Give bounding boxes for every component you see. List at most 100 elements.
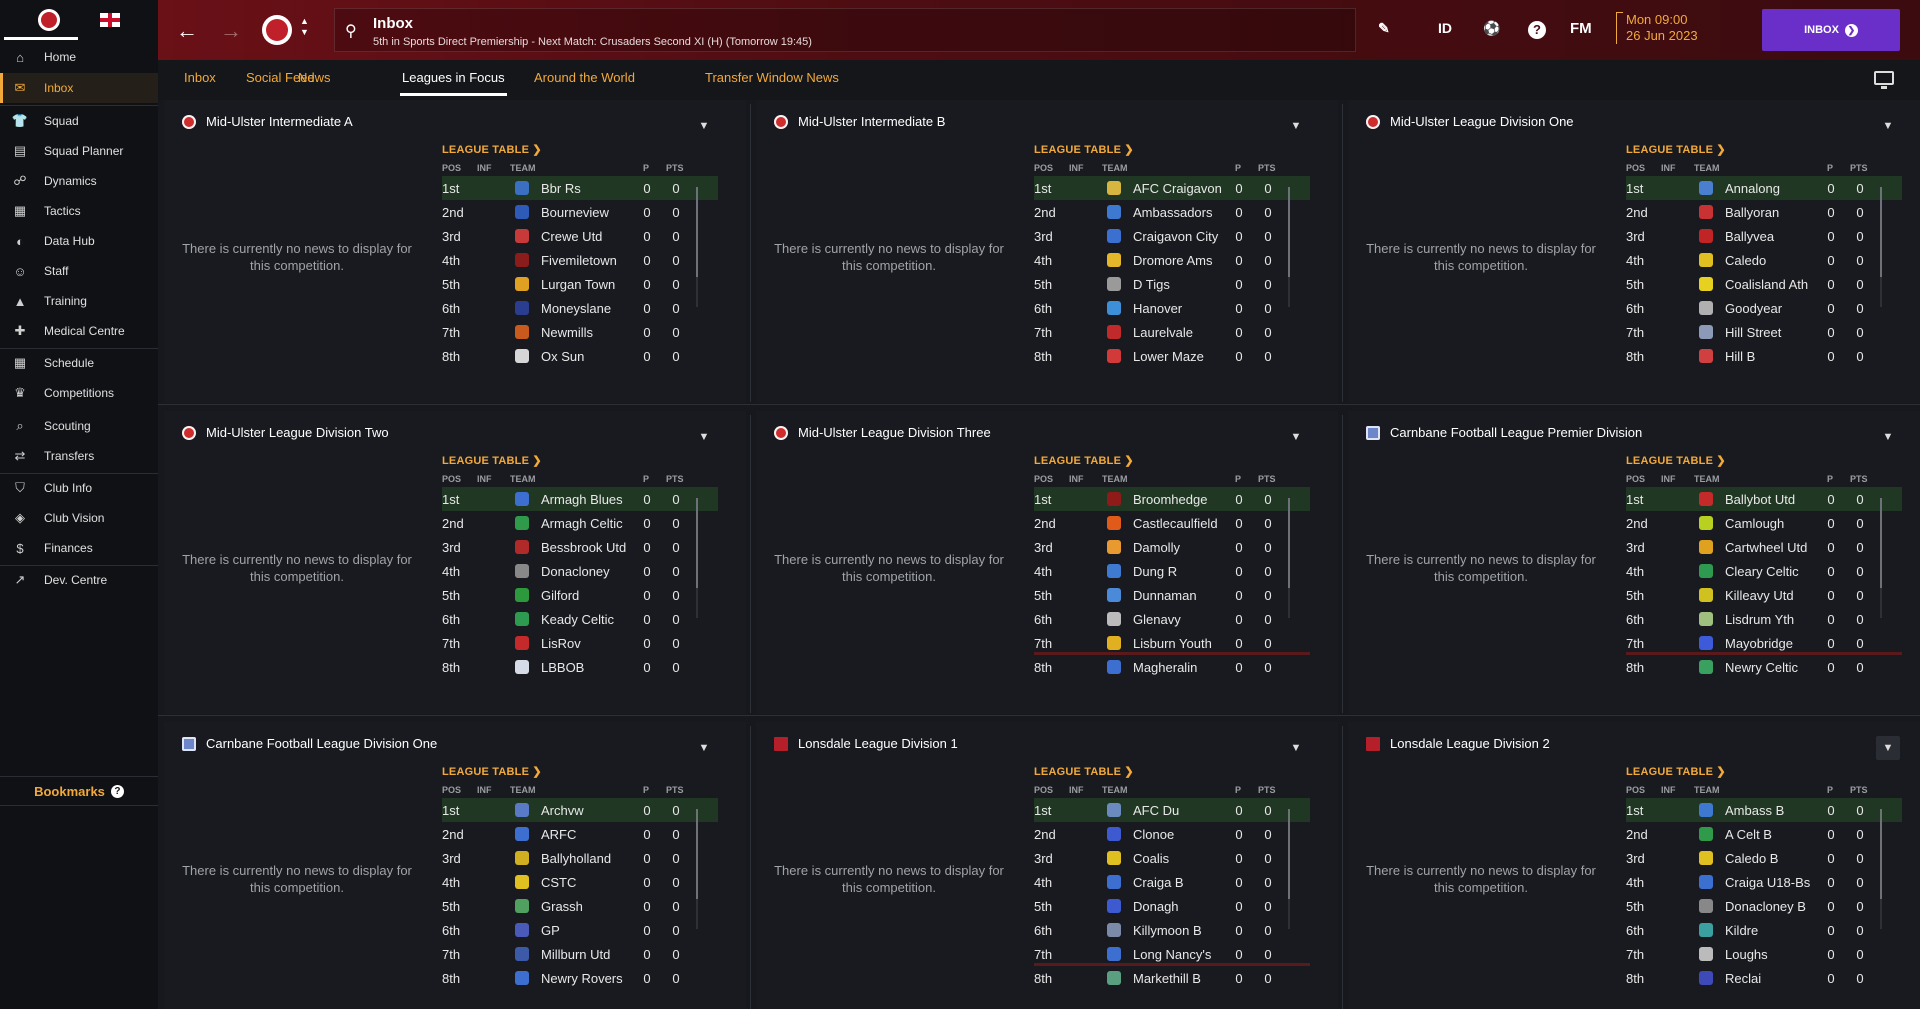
team-name[interactable]: Damolly (1133, 540, 1180, 555)
league-table-link[interactable]: LEAGUE TABLE ❯ (1626, 455, 1726, 467)
team-name[interactable]: Armagh Blues (541, 492, 623, 507)
table-row[interactable]: 8th LBBOB 0 0 (442, 655, 718, 679)
table-row[interactable]: 5th Dunnaman 0 0 (1034, 583, 1310, 607)
competition-header[interactable]: Mid-Ulster League Division One (1366, 114, 1574, 129)
table-row[interactable]: 6th Lisdrum Yth 0 0 (1626, 607, 1902, 631)
sidebar-item-dev-centre[interactable]: ↗ Dev. Centre (0, 565, 158, 595)
team-name[interactable]: Coalis (1133, 851, 1170, 866)
competition-header[interactable]: Lonsdale League Division 1 (774, 736, 958, 751)
scrollbar-thumb[interactable] (696, 498, 698, 588)
team-name[interactable]: Killymoon B (1133, 923, 1202, 938)
sidebar-item-home[interactable]: ⌂ Home (0, 42, 158, 72)
chevron-down-icon[interactable]: ▼ (1290, 120, 1302, 132)
table-row[interactable]: 3rd Bessbrook Utd 0 0 (442, 535, 718, 559)
competition-header[interactable]: Carnbane Football League Division One (182, 736, 437, 751)
table-row[interactable]: 4th Dung R 0 0 (1034, 559, 1310, 583)
team-name[interactable]: Bessbrook Utd (541, 540, 627, 555)
team-name[interactable]: AFC Du (1133, 803, 1180, 818)
league-table-link[interactable]: LEAGUE TABLE ❯ (442, 766, 542, 778)
team-name[interactable]: Moneyslane (541, 301, 612, 316)
table-row[interactable]: 4th Craiga U18-Bs 0 0 (1626, 870, 1902, 894)
table-row[interactable]: 4th CSTC 0 0 (442, 870, 718, 894)
chevron-down-icon[interactable]: ▼ (1876, 736, 1900, 760)
team-name[interactable]: Hill B (1725, 349, 1756, 364)
table-row[interactable]: 1st Armagh Blues 0 0 (442, 487, 718, 511)
table-row[interactable]: 6th GP 0 0 (442, 918, 718, 942)
help-icon[interactable]: ? (1528, 21, 1546, 39)
competition-header[interactable]: Mid-Ulster Intermediate A (182, 114, 353, 129)
table-row[interactable]: 5th Donacloney B 0 0 (1626, 894, 1902, 918)
sidebar-item-inbox[interactable]: ✉ Inbox (0, 73, 158, 103)
chevron-down-icon[interactable]: ▼ (698, 431, 710, 443)
table-row[interactable]: 4th Craiga B 0 0 (1034, 870, 1310, 894)
team-name[interactable]: LBBOB (541, 660, 585, 675)
team-name[interactable]: Magheralin (1133, 660, 1198, 675)
table-row[interactable]: 6th Keady Celtic 0 0 (442, 607, 718, 631)
table-row[interactable]: 7th Hill Street 0 0 (1626, 320, 1902, 344)
table-row[interactable]: 1st Archvw 0 0 (442, 798, 718, 822)
table-row[interactable]: 3rd Cartwheel Utd 0 0 (1626, 535, 1902, 559)
competition-header[interactable]: Carnbane Football League Premier Divisio… (1366, 425, 1642, 440)
table-row[interactable]: 2nd ARFC 0 0 (442, 822, 718, 846)
team-name[interactable]: Dunnaman (1133, 588, 1197, 603)
scrollbar-thumb[interactable] (1288, 809, 1290, 899)
table-row[interactable]: 1st Annalong 0 0 (1626, 176, 1902, 200)
table-row[interactable]: 7th Millburn Utd 0 0 (442, 942, 718, 966)
pencil-icon[interactable]: ✎ (1378, 20, 1390, 36)
sidebar-item-training[interactable]: ▲ Training (0, 286, 158, 316)
monitor-icon[interactable] (1874, 71, 1894, 89)
table-row[interactable]: 2nd Castlecaulfield 0 0 (1034, 511, 1310, 535)
table-row[interactable]: 5th D Tigs 0 0 (1034, 272, 1310, 296)
table-row[interactable]: 3rd Ballyholland 0 0 (442, 846, 718, 870)
table-row[interactable]: 1st Ballybot Utd 0 0 (1626, 487, 1902, 511)
bookmarks-button[interactable]: Bookmarks ? (0, 776, 158, 806)
team-name[interactable]: LisRov (541, 636, 581, 651)
table-row[interactable]: 4th Donacloney 0 0 (442, 559, 718, 583)
table-row[interactable]: 5th Killeavy Utd 0 0 (1626, 583, 1902, 607)
football-icon[interactable]: ⚽ (1483, 20, 1501, 36)
table-row[interactable]: 8th Reclai 0 0 (1626, 966, 1902, 990)
table-row[interactable]: 5th Grassh 0 0 (442, 894, 718, 918)
league-table-link[interactable]: LEAGUE TABLE ❯ (1034, 144, 1134, 156)
team-name[interactable]: Laurelvale (1133, 325, 1193, 340)
team-name[interactable]: Castlecaulfield (1133, 516, 1218, 531)
team-name[interactable]: Craiga U18-Bs (1725, 875, 1811, 890)
table-row[interactable]: 8th Newry Rovers 0 0 (442, 966, 718, 990)
table-row[interactable]: 7th Newmills 0 0 (442, 320, 718, 344)
table-row[interactable]: 4th Cleary Celtic 0 0 (1626, 559, 1902, 583)
team-name[interactable]: Goodyear (1725, 301, 1783, 316)
team-name[interactable]: D Tigs (1133, 277, 1170, 292)
team-name[interactable]: Reclai (1725, 971, 1762, 986)
tab-social-feed[interactable]: Social Feed (246, 70, 315, 85)
team-name[interactable]: Clonoe (1133, 827, 1175, 842)
table-row[interactable]: 8th Hill B 0 0 (1626, 344, 1902, 368)
search-box[interactable]: ⚲ Inbox 5th in Sports Direct Premiership… (334, 8, 1356, 52)
table-row[interactable]: 3rd Coalis 0 0 (1034, 846, 1310, 870)
sidebar-item-competitions[interactable]: ♛ Competitions (0, 378, 158, 408)
table-row[interactable]: 3rd Damolly 0 0 (1034, 535, 1310, 559)
team-name[interactable]: Caledo B (1725, 851, 1779, 866)
team-name[interactable]: Keady Celtic (541, 612, 614, 627)
sidebar-item-squad-planner[interactable]: ▤ Squad Planner (0, 136, 158, 166)
team-name[interactable]: Millburn Utd (541, 947, 611, 962)
table-row[interactable]: 4th Dromore Ams 0 0 (1034, 248, 1310, 272)
table-row[interactable]: 8th Ox Sun 0 0 (442, 344, 718, 368)
table-row[interactable]: 6th Moneyslane 0 0 (442, 296, 718, 320)
table-row[interactable]: 5th Donagh 0 0 (1034, 894, 1310, 918)
table-row[interactable]: 2nd Camlough 0 0 (1626, 511, 1902, 535)
table-row[interactable]: 8th Magheralin 0 0 (1034, 655, 1310, 679)
team-name[interactable]: Ambassadors (1133, 205, 1213, 220)
table-row[interactable]: 5th Coalisland Ath 0 0 (1626, 272, 1902, 296)
table-row[interactable]: 3rd Crewe Utd 0 0 (442, 224, 718, 248)
forward-arrow-icon[interactable]: → (220, 18, 242, 43)
sidebar-item-club-info[interactable]: ⛉ Club Info (0, 473, 158, 503)
scrollbar-thumb[interactable] (1288, 498, 1290, 588)
league-table-link[interactable]: LEAGUE TABLE ❯ (1034, 455, 1134, 467)
team-name[interactable]: Archvw (541, 803, 584, 818)
team-name[interactable]: Killeavy Utd (1725, 588, 1794, 603)
competition-header[interactable]: Mid-Ulster League Division Two (182, 425, 389, 440)
chevron-down-icon[interactable]: ▼ (1882, 120, 1894, 132)
team-name[interactable]: Lisburn Youth (1133, 636, 1212, 651)
team-name[interactable]: Bbr Rs (541, 181, 581, 196)
club-crest-icon[interactable] (262, 15, 292, 45)
